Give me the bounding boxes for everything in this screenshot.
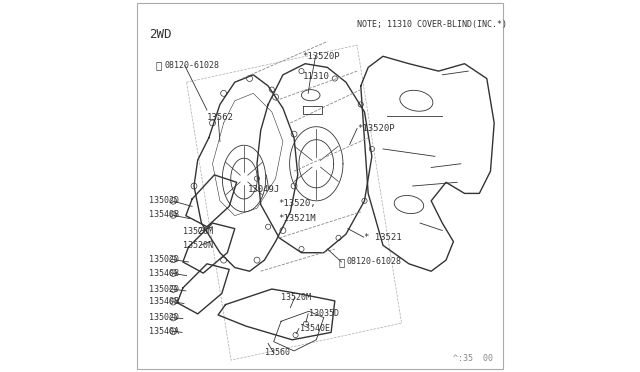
Text: 13035D: 13035D [309,310,339,318]
Text: 13540B: 13540B [148,211,179,219]
Circle shape [221,90,227,96]
Circle shape [299,246,304,251]
Circle shape [255,176,260,181]
Text: 13502D: 13502D [148,313,179,322]
Circle shape [191,183,197,189]
Circle shape [170,198,177,204]
Text: 13540A: 13540A [148,327,179,336]
Circle shape [291,131,297,137]
Circle shape [358,102,364,107]
Text: 13520M: 13520M [281,293,311,302]
Circle shape [332,76,337,81]
Text: 08120-61028: 08120-61028 [164,61,220,70]
Circle shape [170,286,177,292]
Text: 13502D: 13502D [148,196,179,205]
Circle shape [170,298,177,305]
Circle shape [170,270,177,276]
Circle shape [280,228,286,234]
Text: *13520P: *13520P [357,124,395,133]
Text: 13049J: 13049J [248,185,280,194]
Text: Ⓑ: Ⓑ [156,61,162,71]
Text: 13562: 13562 [207,113,234,122]
Circle shape [291,183,297,189]
Text: 13520N: 13520N [183,241,213,250]
Text: 13502D: 13502D [148,255,179,264]
Circle shape [269,87,275,92]
Text: ^:35  00: ^:35 00 [453,354,493,363]
Circle shape [246,76,253,81]
Circle shape [336,235,341,240]
Circle shape [303,321,308,327]
Text: 13520M: 13520M [183,227,213,236]
Circle shape [170,212,177,218]
FancyBboxPatch shape [136,3,502,369]
Text: 11310: 11310 [303,72,330,81]
Circle shape [198,228,204,234]
Text: 13560: 13560 [265,348,290,357]
Text: 13502D: 13502D [148,285,179,294]
Text: 13540E: 13540E [300,324,330,333]
Circle shape [362,198,367,203]
Circle shape [209,120,216,126]
Text: *13520P: *13520P [303,52,340,61]
Circle shape [266,224,271,230]
Text: 13540B: 13540B [148,269,179,278]
Circle shape [170,314,177,321]
Text: Ⓑ: Ⓑ [339,257,344,267]
Circle shape [273,94,278,100]
Circle shape [170,256,177,263]
Text: 13540B: 13540B [148,297,179,306]
Text: 2WD: 2WD [150,28,172,41]
Text: * 13521: * 13521 [364,232,401,242]
Circle shape [254,257,260,263]
Circle shape [299,68,304,74]
Circle shape [221,257,227,263]
Text: *13520,: *13520, [278,199,316,208]
Circle shape [369,146,374,151]
Circle shape [293,333,298,337]
Text: NOTE; 11310 COVER-BLIND(INC.*): NOTE; 11310 COVER-BLIND(INC.*) [357,20,507,29]
Circle shape [170,328,177,335]
Text: *13521M: *13521M [278,214,316,223]
Text: 08120-61028: 08120-61028 [347,257,402,266]
